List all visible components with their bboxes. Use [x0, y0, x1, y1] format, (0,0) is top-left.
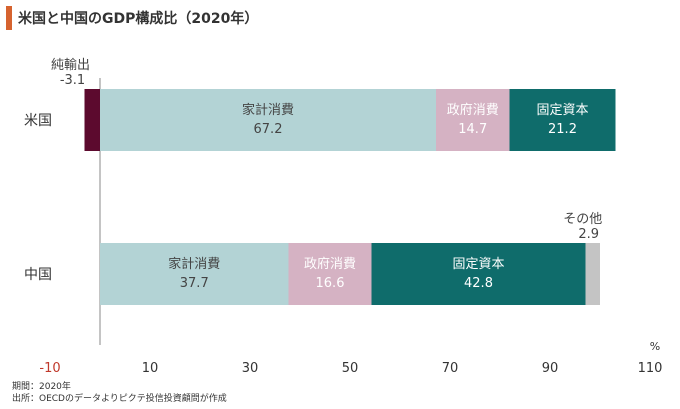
series-name-label-1-4: その他	[563, 212, 602, 227]
bar-0-1	[100, 89, 436, 151]
category-label-0: 米国	[24, 113, 52, 129]
data-label-1-2: 16.6	[316, 276, 345, 291]
series-name-label-1-3: 固定資本	[452, 257, 504, 272]
category-label-1: 中国	[24, 267, 52, 283]
footnote-period: 期間：2020年	[12, 382, 71, 392]
bar-0-0	[84, 89, 100, 151]
x-tick-label-6: 110	[638, 361, 663, 376]
data-label-0-1: 67.2	[254, 122, 283, 137]
x-tick-label-2: 30	[242, 361, 259, 376]
footnotes: 期間：2020年 出所：OECDのデータよりピクテ投信投資顧問が作成	[12, 381, 227, 405]
series-name-label-0-2: 政府消費	[447, 103, 499, 118]
data-label-0-3: 21.2	[548, 122, 577, 137]
bar-1-4	[585, 243, 600, 305]
x-tick-label-3: 50	[342, 361, 359, 376]
x-tick-label-1: 10	[142, 361, 159, 376]
x-tick-label-0: -10	[39, 361, 60, 376]
data-label-0-0: -3.1	[60, 73, 85, 88]
x-axis-unit-label: %	[650, 340, 660, 353]
bar-0-2	[436, 89, 510, 151]
data-label-0-2: 14.7	[458, 122, 487, 137]
x-tick-label-4: 70	[442, 361, 459, 376]
series-name-label-0-1: 家計消費	[242, 102, 294, 118]
series-name-label-1-2: 政府消費	[304, 257, 356, 272]
data-label-1-4: 2.9	[578, 227, 599, 242]
series-name-label-0-3: 固定資本	[536, 103, 588, 118]
bar-0-3	[509, 89, 616, 151]
data-label-1-3: 42.8	[464, 276, 493, 291]
bar-1-1	[100, 243, 289, 305]
chart-title: 米国と中国のGDP構成比（2020年）	[18, 11, 259, 27]
x-tick-label-5: 90	[542, 361, 559, 376]
data-label-1-1: 37.7	[180, 276, 209, 291]
series-name-label-1-1: 家計消費	[168, 256, 220, 272]
bar-1-3	[371, 243, 586, 305]
gdp-composition-chart: 米国 純輸出-3.1 家計消費 67.2 政府消費 14.7 固定資本 21.2 中国 家計消費 3…	[24, 58, 663, 376]
title-accent-bar	[6, 6, 12, 30]
footnote-source: 出所：OECDのデータよりピクテ投信投資顧問が作成	[12, 394, 227, 404]
series-name-label-0-0: 純輸出	[51, 58, 90, 73]
bar-1-2	[288, 243, 372, 305]
